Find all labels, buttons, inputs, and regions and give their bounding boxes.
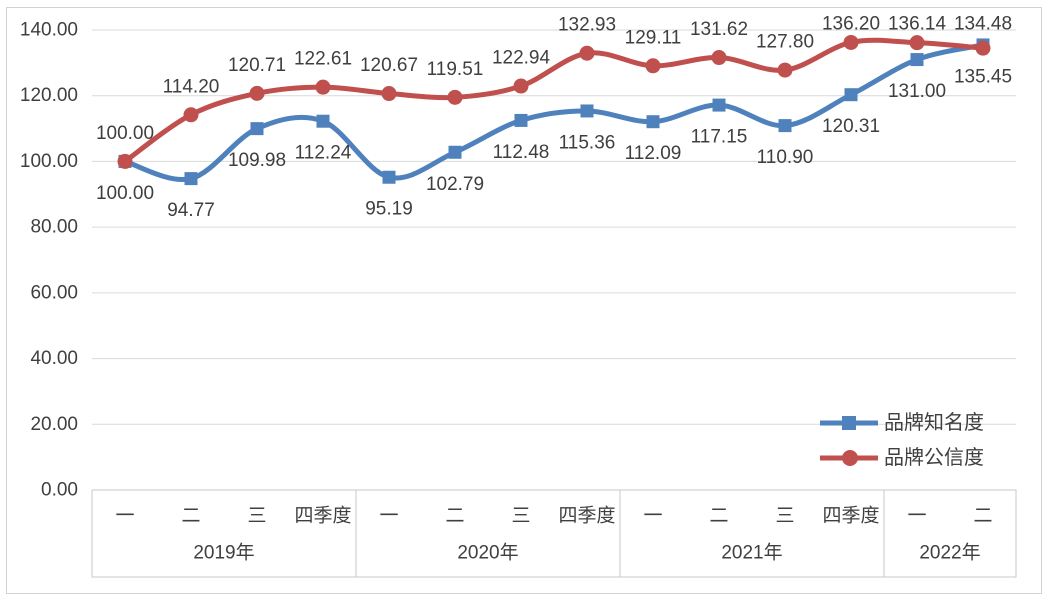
quarter-label: 二 [181,506,200,527]
quarter-label: 三 [511,506,530,527]
year-label: 2020年 [457,542,518,564]
data-point-circle-marker [381,86,397,102]
quarter-label: 四季度 [558,505,615,527]
data-point-square-marker [448,145,462,159]
data-label: 136.20 [822,14,880,35]
data-point-square-marker [712,98,726,112]
data-label: 114.20 [163,76,220,97]
data-label: 112.48 [493,142,550,163]
quarter-label: 一 [907,506,926,527]
x-axis-band [91,489,1017,578]
data-point-square-marker [844,88,858,102]
data-label: 136.14 [888,14,947,35]
data-label: 95.19 [365,199,413,220]
legend-circle-marker-icon [842,450,858,466]
quarter-label: 三 [775,506,794,527]
data-label: 112.09 [625,143,682,164]
quarter-label: 二 [709,506,728,527]
data-point-square-marker [910,53,924,67]
data-point-circle-marker [183,107,199,123]
data-point-circle-marker [315,79,331,95]
data-point-square-marker [778,119,792,133]
quarter-label: 一 [115,506,134,527]
data-point-circle-marker [117,153,133,169]
data-point-square-marker [184,172,198,186]
data-point-circle-marker [249,85,265,101]
data-label: 127.80 [756,32,814,53]
quarter-label: 二 [973,506,992,527]
data-label: 129.11 [625,27,682,48]
data-point-circle-marker [447,89,463,105]
data-label: 112.24 [295,143,352,164]
y-axis-tick-label: 60.00 [30,282,78,303]
data-label: 122.94 [492,48,551,69]
data-point-circle-marker [843,34,859,50]
data-label: 117.15 [691,127,748,148]
data-point-circle-marker [645,58,661,74]
y-axis-tick-label: 20.00 [30,414,78,435]
data-label: 132.93 [558,15,616,36]
legend: 品牌知名度 品牌公信度 [820,411,984,469]
data-point-circle-marker [513,78,529,94]
plot-area: 0.00 20.00 40.00 60.00 80.00 100.00 120.00 140.… [20,14,1017,578]
quarter-label: 三 [247,506,266,527]
data-label: 110.90 [757,147,814,168]
data-point-square-marker [580,104,594,118]
data-label: 120.31 [822,116,880,137]
data-point-square-marker [646,115,660,129]
year-label: 2019年 [193,542,254,564]
chart-outer-border [6,7,1042,594]
data-label: 100.00 [96,183,154,204]
data-label: 134.48 [954,14,1012,35]
quarter-label: 四季度 [294,505,351,527]
data-point-square-marker [316,114,330,128]
quarter-label: 四季度 [822,505,879,527]
data-label: 102.79 [426,174,484,195]
legend-label-awareness: 品牌知名度 [884,411,984,434]
data-point-circle-marker [711,50,727,66]
y-axis-tick-label: 80.00 [30,217,78,238]
data-point-square-marker [382,170,396,184]
quarter-label: 一 [643,506,662,527]
data-label: 135.45 [954,66,1012,87]
data-point-circle-marker [909,35,925,51]
year-label: 2021年 [721,542,782,564]
data-label: 119.51 [427,59,484,80]
data-label: 115.36 [559,132,616,153]
data-point-circle-marker [777,62,793,78]
data-label: 131.00 [888,81,946,102]
legend-item-credibility: 品牌公信度 [820,446,984,469]
data-label: 94.77 [167,200,215,221]
data-point-circle-marker [579,45,595,61]
y-axis-tick-label: 0.00 [41,480,78,501]
y-axis-tick-label: 140.00 [20,20,78,41]
y-axis-tick-label: 120.00 [20,85,78,106]
data-label: 120.71 [228,55,286,76]
y-axis-tick-label: 40.00 [30,348,78,369]
data-point-circle-marker [975,40,991,56]
legend-square-marker-icon [842,416,856,430]
data-label: 100.00 [96,123,154,144]
data-label: 109.98 [228,150,286,171]
data-point-square-marker [250,122,264,136]
quarter-label: 一 [379,506,398,527]
data-label: 122.61 [294,49,352,70]
legend-item-awareness: 品牌知名度 [820,411,984,434]
quarter-label: 二 [445,506,464,527]
year-label: 2022年 [919,542,980,564]
y-axis-tick-label: 100.00 [20,151,78,172]
legend-label-credibility: 品牌公信度 [884,446,984,469]
data-label: 131.62 [690,19,748,40]
data-point-square-marker [514,113,528,127]
data-label: 120.67 [360,55,418,76]
